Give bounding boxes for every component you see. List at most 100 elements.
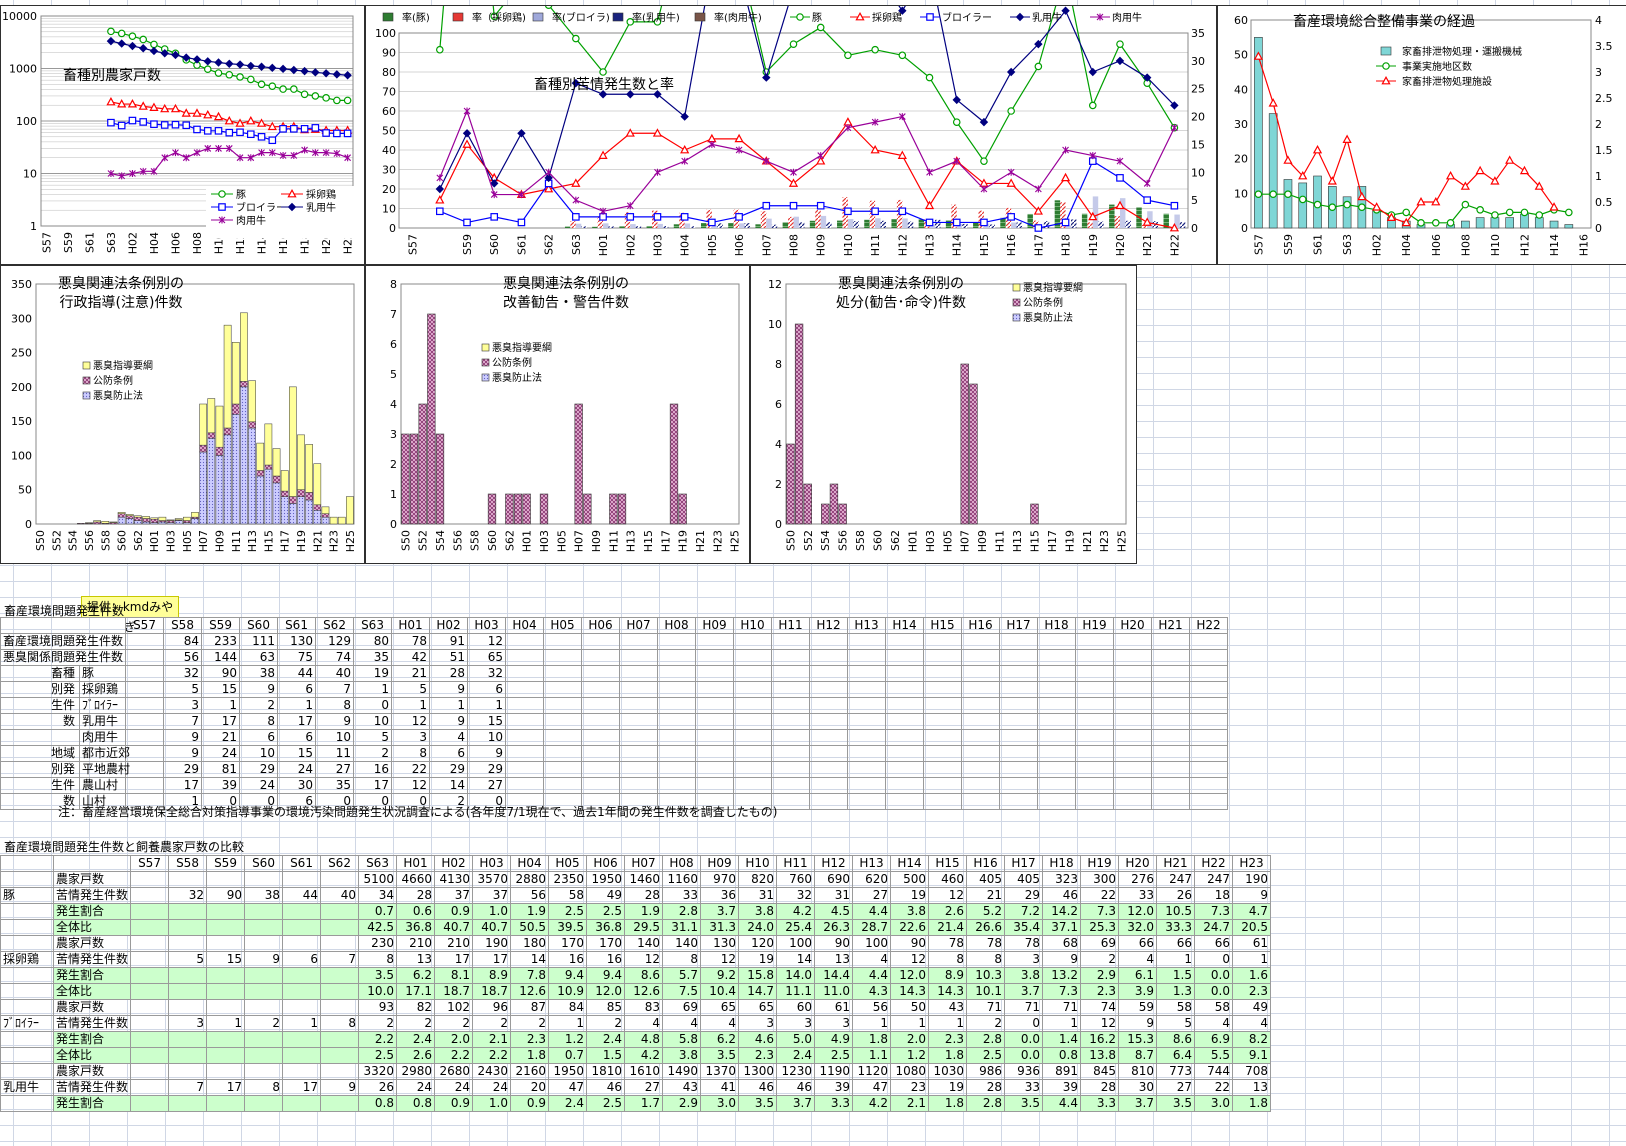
data-cell[interactable]: [771, 745, 811, 762]
data-cell[interactable]: 20: [510, 1079, 550, 1096]
data-cell[interactable]: 4.4: [1042, 1095, 1082, 1112]
data-cell[interactable]: 2: [434, 1015, 474, 1032]
data-cell[interactable]: 26.6: [966, 919, 1006, 936]
data-cell[interactable]: 2.8: [662, 903, 702, 920]
data-cell[interactable]: 8: [320, 1015, 360, 1032]
data-cell[interactable]: 1.6: [1232, 967, 1272, 984]
data-cell[interactable]: 85: [586, 999, 626, 1016]
data-cell[interactable]: [695, 633, 735, 650]
data-cell[interactable]: 68: [1042, 935, 1082, 952]
data-cell[interactable]: 2.5: [814, 1047, 854, 1064]
data-cell[interactable]: 3.5: [1156, 1095, 1196, 1112]
data-cell[interactable]: 87: [510, 999, 550, 1016]
data-cell[interactable]: 18: [1194, 887, 1234, 904]
data-cell[interactable]: 32: [168, 887, 208, 904]
data-cell[interactable]: 233: [201, 633, 241, 650]
data-cell[interactable]: 32: [776, 887, 816, 904]
data-cell[interactable]: 7.3: [1042, 983, 1082, 1000]
data-cell[interactable]: 13.2: [1042, 967, 1082, 984]
data-cell[interactable]: [733, 761, 773, 778]
data-cell[interactable]: [809, 777, 849, 794]
data-cell[interactable]: [619, 697, 659, 714]
data-cell[interactable]: 1: [282, 1015, 322, 1032]
data-cell[interactable]: [657, 761, 697, 778]
data-cell[interactable]: 0.8: [358, 1095, 398, 1112]
data-cell[interactable]: [1037, 777, 1077, 794]
data-cell[interactable]: 5: [391, 681, 431, 698]
data-cell[interactable]: 820: [738, 871, 778, 888]
data-cell[interactable]: 986: [966, 1063, 1006, 1080]
data-cell[interactable]: 1: [1042, 1015, 1082, 1032]
data-cell[interactable]: 9: [315, 713, 355, 730]
data-cell[interactable]: 69: [1080, 935, 1120, 952]
data-cell[interactable]: 19: [353, 665, 393, 682]
data-cell[interactable]: 33.3: [1156, 919, 1196, 936]
data-cell[interactable]: 60: [776, 999, 816, 1016]
data-cell[interactable]: 9: [429, 681, 469, 698]
data-cell[interactable]: [885, 713, 925, 730]
data-cell[interactable]: 28: [1080, 1079, 1120, 1096]
data-cell[interactable]: 13: [1232, 1079, 1272, 1096]
data-cell[interactable]: 8.2: [1232, 1031, 1272, 1048]
data-cell[interactable]: 9: [1118, 1015, 1158, 1032]
data-cell[interactable]: [505, 697, 545, 714]
data-cell[interactable]: 4130: [434, 871, 474, 888]
data-cell[interactable]: 16.2: [1080, 1031, 1120, 1048]
data-cell[interactable]: 59: [1118, 999, 1158, 1016]
data-cell[interactable]: 690: [814, 871, 854, 888]
data-cell[interactable]: [320, 871, 360, 888]
data-cell[interactable]: 44: [282, 887, 322, 904]
data-cell[interactable]: 23: [890, 1079, 930, 1096]
data-cell[interactable]: 190: [472, 935, 512, 952]
data-cell[interactable]: [1075, 697, 1115, 714]
data-cell[interactable]: 3.5: [738, 1095, 778, 1112]
data-cell[interactable]: 12: [624, 951, 664, 968]
data-cell[interactable]: [961, 649, 1001, 666]
data-cell[interactable]: [581, 697, 621, 714]
data-cell[interactable]: [282, 1031, 322, 1048]
data-cell[interactable]: [885, 681, 925, 698]
data-cell[interactable]: 46: [586, 1079, 626, 1096]
data-cell[interactable]: [130, 1063, 170, 1080]
data-cell[interactable]: 0.0: [1004, 1047, 1044, 1064]
data-cell[interactable]: 78: [391, 633, 431, 650]
data-cell[interactable]: 29: [429, 761, 469, 778]
data-cell[interactable]: [999, 665, 1039, 682]
data-cell[interactable]: 66: [1118, 935, 1158, 952]
data-cell[interactable]: 2.3: [510, 1031, 550, 1048]
data-cell[interactable]: 2.1: [890, 1095, 930, 1112]
data-cell[interactable]: 31: [814, 887, 854, 904]
data-cell[interactable]: [1189, 713, 1229, 730]
data-cell[interactable]: 27: [624, 1079, 664, 1096]
data-cell[interactable]: 247: [1156, 871, 1196, 888]
data-cell[interactable]: 36.8: [396, 919, 436, 936]
data-cell[interactable]: [130, 935, 170, 952]
data-cell[interactable]: 5: [1156, 1015, 1196, 1032]
data-cell[interactable]: 3.5: [1004, 1095, 1044, 1112]
data-cell[interactable]: 1: [1156, 951, 1196, 968]
data-cell[interactable]: 16: [353, 761, 393, 778]
data-cell[interactable]: 130: [700, 935, 740, 952]
data-cell[interactable]: 83: [624, 999, 664, 1016]
data-cell[interactable]: 17: [282, 1079, 322, 1096]
data-cell[interactable]: [885, 745, 925, 762]
data-cell[interactable]: 90: [201, 665, 241, 682]
data-cell[interactable]: 7.3: [1080, 903, 1120, 920]
data-cell[interactable]: 102: [434, 999, 474, 1016]
data-cell[interactable]: 81: [201, 761, 241, 778]
data-cell[interactable]: 8.9: [928, 967, 968, 984]
data-cell[interactable]: 8: [244, 1079, 284, 1096]
data-cell[interactable]: 11.0: [814, 983, 854, 1000]
data-cell[interactable]: [1113, 681, 1153, 698]
data-cell[interactable]: 2.5: [586, 903, 626, 920]
data-cell[interactable]: [923, 697, 963, 714]
data-cell[interactable]: [244, 1095, 284, 1112]
data-cell[interactable]: 1.8: [928, 1047, 968, 1064]
data-cell[interactable]: 1300: [738, 1063, 778, 1080]
data-cell[interactable]: 28: [966, 1079, 1006, 1096]
data-cell[interactable]: 12: [391, 713, 431, 730]
data-cell[interactable]: [1151, 745, 1191, 762]
data-cell[interactable]: 140: [624, 935, 664, 952]
data-cell[interactable]: 1230: [776, 1063, 816, 1080]
data-cell[interactable]: [771, 649, 811, 666]
